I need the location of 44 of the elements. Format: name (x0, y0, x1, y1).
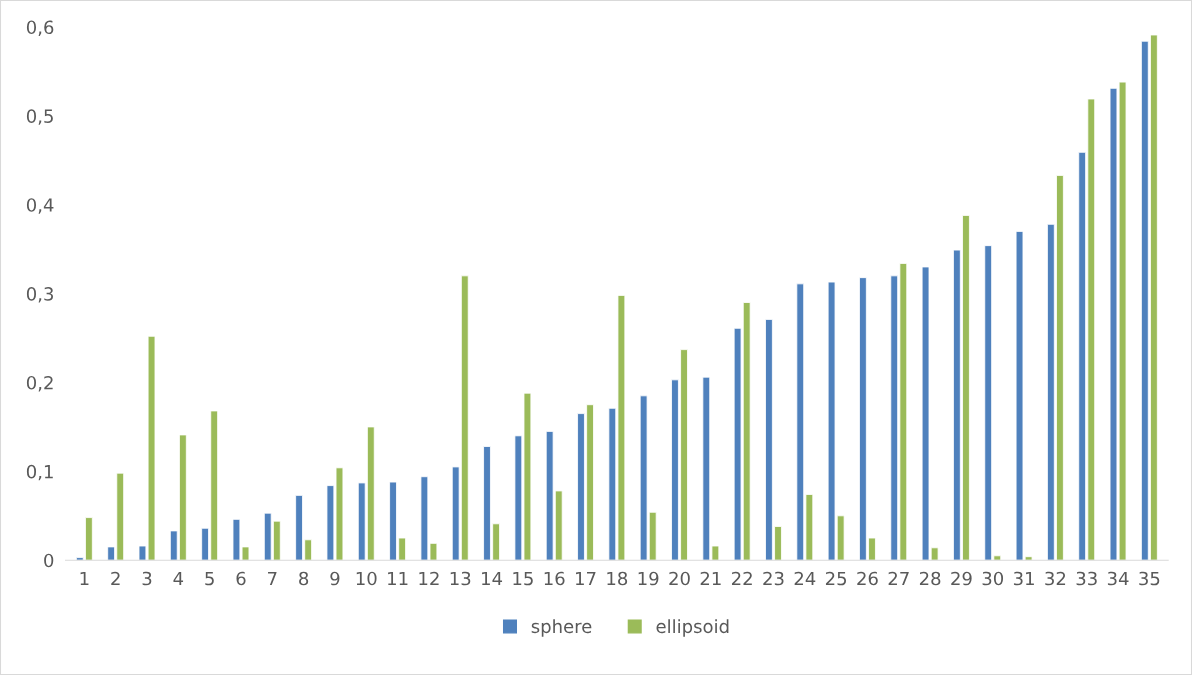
x-tick-label: 20 (669, 571, 690, 586)
x-tick-label: 31 (1013, 571, 1034, 586)
x-tick-label: 26 (857, 571, 878, 586)
x-tick-label: 9 (330, 571, 340, 586)
x-tick-label: 12 (419, 571, 439, 586)
y-tick-label: 0,6 (26, 20, 54, 36)
x-tick-label: 29 (951, 571, 972, 586)
x-tick-label: 25 (825, 571, 847, 586)
x-tick-label: 23 (763, 571, 784, 586)
x-tick-label: 16 (544, 571, 565, 586)
x-tick-label: 10 (356, 571, 377, 586)
x-tick-label: 8 (299, 571, 309, 586)
x-tick-label: 35 (1139, 571, 1160, 586)
x-tick-label: 19 (638, 571, 659, 586)
x-tick-label: 22 (731, 571, 752, 586)
y-tick-label: 0,4 (26, 198, 54, 214)
x-tick-label: 17 (576, 571, 596, 586)
y-tick-label: 0,1 (26, 464, 53, 481)
x-tick-label: 7 (268, 571, 277, 586)
y-tick-label: 0,3 (26, 287, 53, 303)
legend-label: ellipsoid (656, 619, 729, 637)
x-tick-label: 32 (1045, 571, 1066, 586)
x-tick-label: 14 (482, 571, 503, 586)
x-tick-label: 21 (700, 571, 721, 586)
x-tick-label: 6 (236, 571, 246, 586)
x-tick-label: 27 (888, 571, 909, 586)
x-tick-label: 13 (450, 571, 471, 586)
x-tick-label: 15 (513, 571, 533, 586)
x-tick-label: 34 (1107, 571, 1129, 586)
x-tick-label: 11 (388, 571, 408, 586)
y-tick-label: 0,5 (26, 109, 53, 125)
x-tick-label: 1 (80, 571, 89, 586)
legend-label: sphere (531, 619, 592, 637)
x-tick-label: 5 (205, 571, 214, 586)
x-tick-label: 28 (919, 571, 941, 586)
x-tick-label: 2 (111, 571, 120, 586)
x-tick-label: 4 (173, 571, 184, 586)
x-tick-label: 33 (1076, 571, 1097, 586)
x-tick-label: 30 (982, 571, 1004, 586)
x-tick-label: 18 (607, 571, 628, 586)
y-tick-label: 0,2 (26, 375, 53, 392)
y-tick-label: 0 (44, 553, 54, 568)
x-tick-label: 24 (794, 571, 816, 586)
x-tick-label: 3 (142, 571, 152, 586)
